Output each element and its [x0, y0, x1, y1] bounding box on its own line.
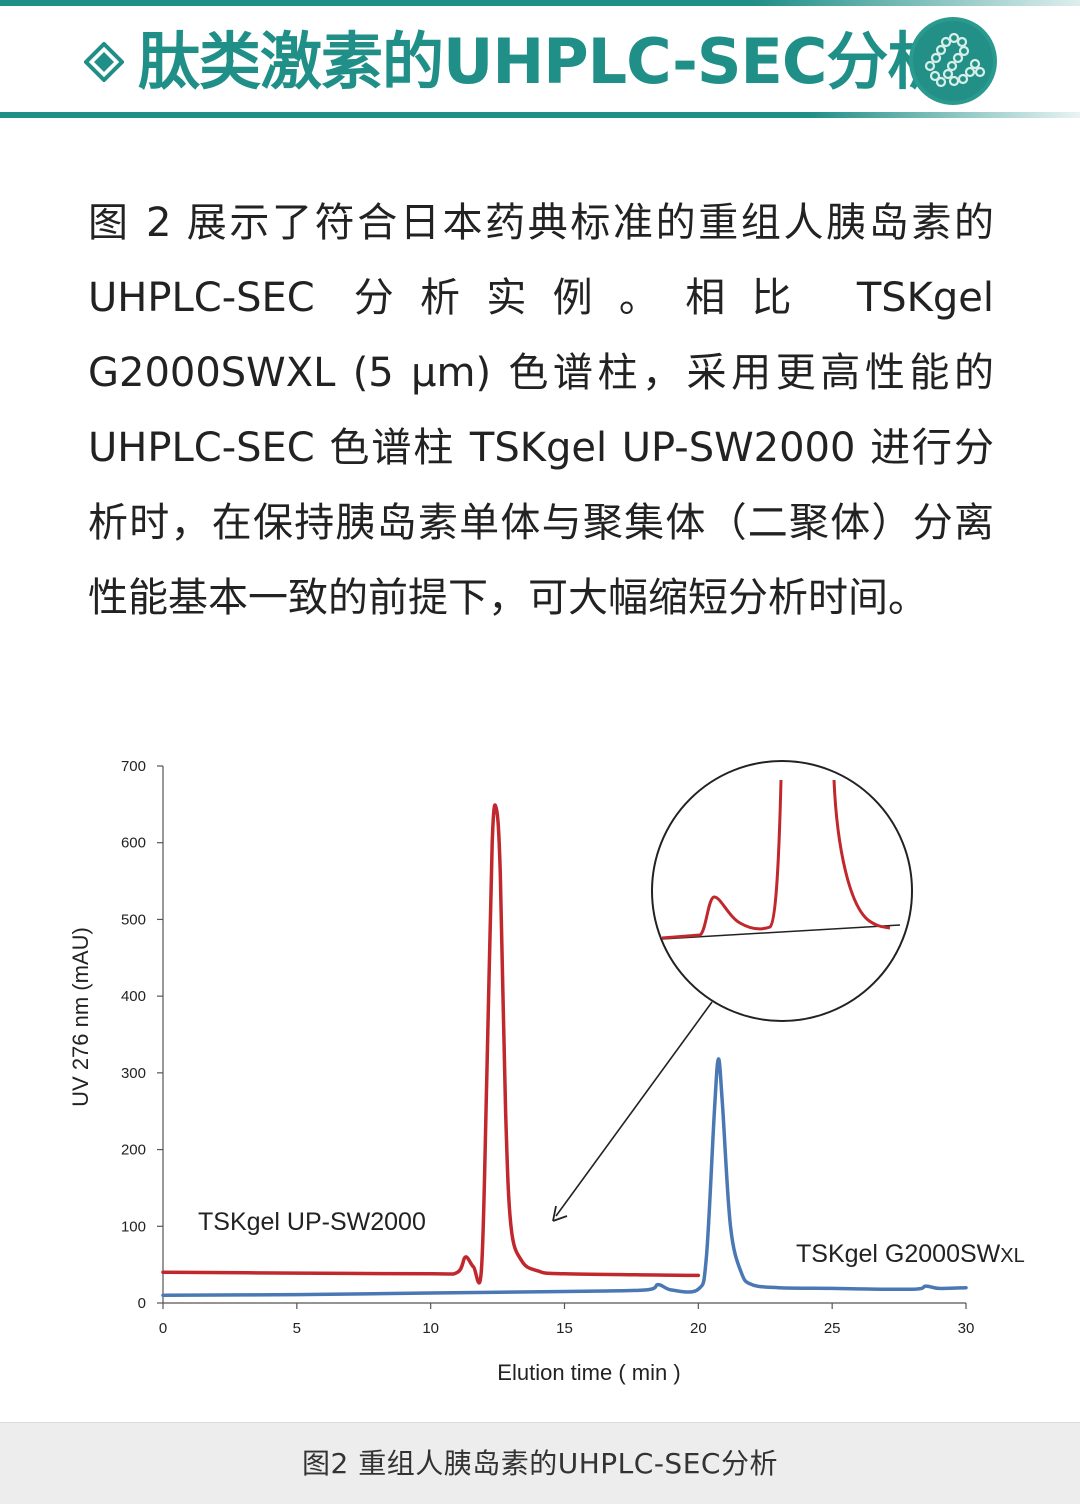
x-tick-label: 30 [958, 1320, 975, 1337]
x-tick-label: 10 [422, 1320, 439, 1337]
inset-circle [651, 760, 913, 1022]
series-line-1 [161, 1057, 968, 1298]
series-label-g2000swxl-main: TSKgel G2000SW [796, 1240, 1001, 1268]
figure-caption: 图2 重组人胰岛素的UHPLC-SEC分析 [302, 1447, 778, 1480]
x-axis-label: Elution time ( min ) [497, 1360, 680, 1385]
page-title: 肽类激素的UHPLC-SEC分析 [138, 25, 949, 98]
x-tick-label: 20 [690, 1320, 707, 1337]
caption-bar: 图2 重组人胰岛素的UHPLC-SEC分析 [0, 1422, 1080, 1504]
inset-monomer-tail [832, 779, 891, 930]
x-tick-label: 5 [293, 1320, 301, 1337]
y-tick-label: 600 [121, 835, 146, 852]
y-tick-label: 300 [121, 1065, 146, 1082]
inset-baseline [661, 924, 901, 940]
chart-series [161, 803, 968, 1298]
series-label-g2000swxl: TSKgel G2000SWXL [796, 1240, 1025, 1268]
chromatogram-chart: 0 100 200 300 400 500 600 700 0 5 10 15 20 25 30 Eluti… [68, 758, 1025, 1385]
x-tick-label: 0 [159, 1320, 167, 1337]
header-top-rule [0, 0, 1080, 6]
y-tick-label: 100 [121, 1218, 146, 1235]
header: 肽类激素的UHPLC-SEC分析 [0, 0, 1080, 125]
series-line-0 [161, 803, 701, 1285]
chart-ticks: 0 100 200 300 400 500 600 700 0 5 10 15 20 25 30 [121, 758, 974, 1337]
y-tick-label: 500 [121, 911, 146, 928]
peptide-chain-logo [909, 17, 997, 105]
diamond-icon [84, 42, 124, 82]
series-label-up-sw2000: TSKgel UP-SW2000 [198, 1208, 426, 1236]
inset-dimer-peak [661, 779, 783, 940]
x-tick-label: 25 [824, 1320, 841, 1337]
series-label-g2000swxl-sub: XL [1000, 1245, 1024, 1267]
inset-pointer-arrowhead [552, 1205, 568, 1222]
inset-pointer-line [555, 1001, 713, 1217]
y-tick-label: 700 [121, 758, 146, 775]
x-tick-label: 15 [556, 1320, 573, 1337]
description-paragraph: 图 2 展示了符合日本药典标准的重组人胰岛素的 UHPLC-SEC 分析实例。相… [88, 200, 994, 621]
y-tick-label: 400 [121, 988, 146, 1005]
y-tick-label: 200 [121, 1142, 146, 1159]
y-tick-label: 0 [138, 1295, 146, 1312]
header-bottom-rule [0, 112, 1080, 118]
y-axis-label: UV 276 nm (mAU) [68, 927, 93, 1107]
inset-magnifier [552, 760, 913, 1222]
